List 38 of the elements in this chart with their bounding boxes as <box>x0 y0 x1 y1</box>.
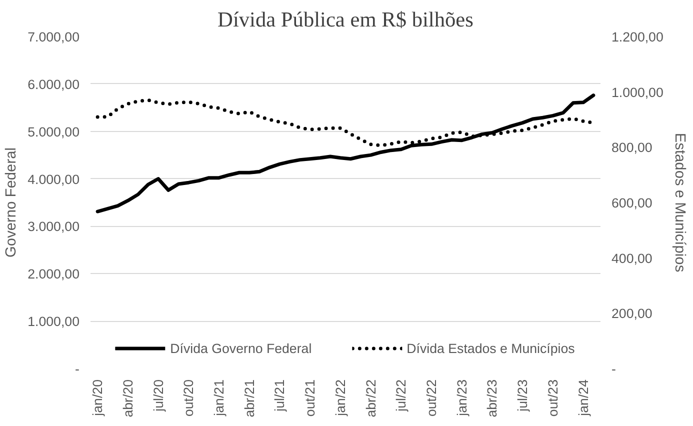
x-tick-label: jan/21 <box>212 379 227 417</box>
y-tick-label: 6.000,00 <box>28 76 80 92</box>
y-tick-label: 5.000,00 <box>28 124 80 140</box>
y-axis-title: Governo Federal <box>4 148 20 258</box>
y-tick-label: 2.000,00 <box>28 266 80 282</box>
y2-tick-label: 400,00 <box>612 250 652 266</box>
y2-tick-label: 600,00 <box>612 196 652 210</box>
x-tick-label: jul/22 <box>394 379 409 412</box>
x-tick-label: jan/22 <box>332 379 348 417</box>
y2-tick-label: 1.000,00 <box>612 84 664 100</box>
y2-tick-label: - <box>612 362 616 376</box>
x-tick-label: jul/23 <box>515 379 530 412</box>
x-tick-label: jan/24 <box>576 378 591 417</box>
x-tick-label: out/22 <box>424 379 440 417</box>
x-tick-label: out/21 <box>302 379 318 417</box>
y-tick-label: 1.000,00 <box>28 314 80 330</box>
y-tick-label: 7.000,00 <box>28 30 80 44</box>
y2-tick-label: 800,00 <box>612 140 652 156</box>
x-tick-label: abr/23 <box>484 379 500 418</box>
legend-label: Dívida Governo Federal <box>170 340 312 356</box>
x-tick-label: jul/21 <box>272 379 288 412</box>
x-tick-label: out/20 <box>181 379 196 417</box>
line-series <box>96 94 596 214</box>
y-tick-label: 4.000,00 <box>28 172 80 187</box>
x-tick-label: abr/21 <box>242 379 257 418</box>
y-tick-label: - <box>75 362 80 376</box>
legend-label: Dívida Estados e Municípios <box>406 340 575 356</box>
x-tick-label: out/23 <box>545 379 560 417</box>
x-tick-label: jul/20 <box>150 379 166 412</box>
x-tick-label: abr/22 <box>363 379 378 418</box>
x-tick-label: jan/23 <box>454 379 470 417</box>
chart-title: Dívida Pública em R$ bilhões <box>218 8 474 32</box>
x-tick-label: jan/20 <box>90 379 106 417</box>
x-tick-label: abr/20 <box>120 379 136 418</box>
y-tick-label: 3.000,00 <box>28 219 80 234</box>
y2-tick-label: 200,00 <box>612 306 652 322</box>
y2-tick-label: 1.200,00 <box>612 30 664 44</box>
y2-axis-title: Estados e Municípios <box>671 132 688 272</box>
